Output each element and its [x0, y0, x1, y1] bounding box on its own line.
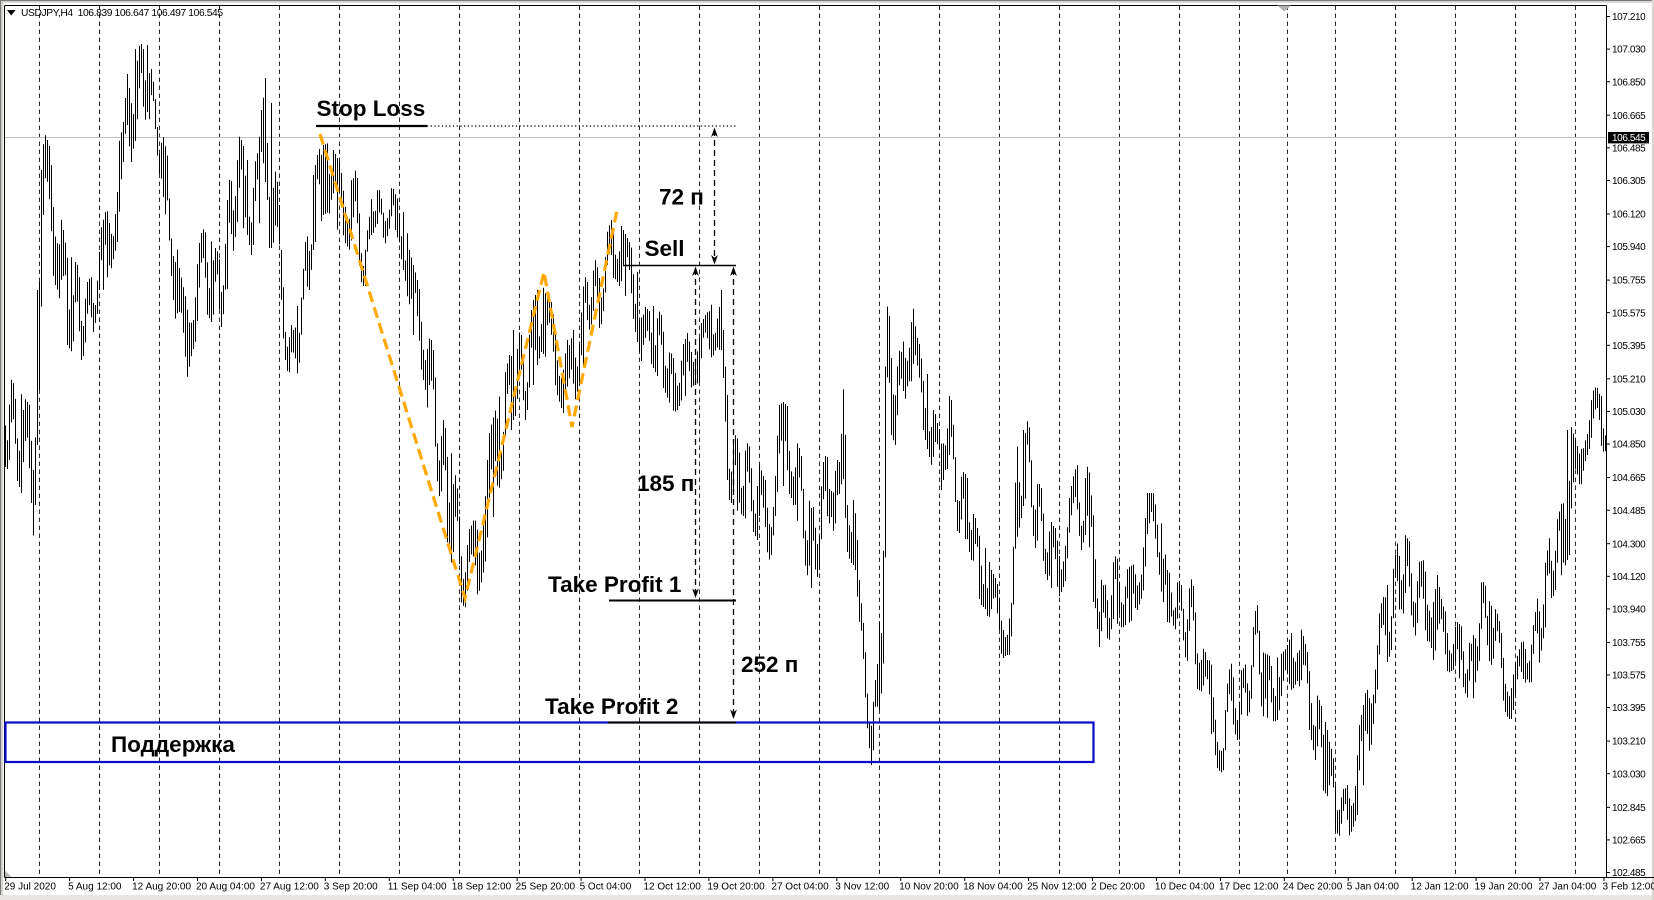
svg-text:105.575: 105.575 [1612, 308, 1646, 319]
svg-text:102.485: 102.485 [1612, 868, 1646, 879]
svg-text:Stop Loss: Stop Loss [317, 96, 426, 121]
svg-text:Take Profit 2: Take Profit 2 [545, 694, 678, 719]
svg-text:103.030: 103.030 [1612, 769, 1646, 780]
svg-text:12 Aug 20:00: 12 Aug 20:00 [132, 882, 191, 893]
svg-text:Поддержка: Поддержка [111, 732, 235, 757]
svg-text:103.210: 103.210 [1612, 737, 1646, 748]
svg-text:106.665: 106.665 [1612, 111, 1646, 122]
svg-text:103.575: 103.575 [1612, 671, 1646, 682]
svg-text:25 Sep 20:00: 25 Sep 20:00 [516, 882, 576, 893]
svg-text:19 Jan 20:00: 19 Jan 20:00 [1475, 882, 1533, 893]
svg-text:105.755: 105.755 [1612, 276, 1646, 287]
svg-text:105.395: 105.395 [1612, 341, 1646, 352]
svg-text:19 Oct 20:00: 19 Oct 20:00 [707, 882, 765, 893]
svg-text:5 Oct 04:00: 5 Oct 04:00 [580, 882, 632, 893]
svg-text:103.755: 103.755 [1612, 638, 1646, 649]
svg-text:104.665: 104.665 [1612, 473, 1646, 484]
svg-text:105.030: 105.030 [1612, 407, 1646, 418]
svg-text:20 Aug 04:00: 20 Aug 04:00 [196, 882, 255, 893]
svg-text:2 Dec 20:00: 2 Dec 20:00 [1091, 882, 1145, 893]
svg-text:106.305: 106.305 [1612, 176, 1646, 187]
svg-text:104.850: 104.850 [1612, 440, 1646, 451]
svg-text:107.210: 107.210 [1612, 12, 1646, 23]
svg-text:18 Sep 12:00: 18 Sep 12:00 [452, 882, 512, 893]
svg-text:Take Profit 1: Take Profit 1 [548, 572, 681, 597]
svg-text:5 Jan 04:00: 5 Jan 04:00 [1347, 882, 1400, 893]
svg-text:252 п: 252 п [741, 652, 798, 677]
svg-text:104.120: 104.120 [1612, 572, 1646, 583]
svg-text:102.845: 102.845 [1612, 803, 1646, 814]
svg-text:105.940: 105.940 [1612, 242, 1646, 253]
svg-text:103.395: 103.395 [1612, 703, 1646, 714]
svg-text:106.850: 106.850 [1612, 77, 1646, 88]
svg-text:103.940: 103.940 [1612, 605, 1646, 616]
svg-text:106.545: 106.545 [1612, 133, 1646, 144]
svg-text:Sell: Sell [645, 236, 685, 261]
svg-text:12 Oct 12:00: 12 Oct 12:00 [644, 882, 702, 893]
svg-text:27 Oct 04:00: 27 Oct 04:00 [771, 882, 829, 893]
svg-text:27 Aug 12:00: 27 Aug 12:00 [260, 882, 319, 893]
svg-text:72 п: 72 п [659, 185, 704, 210]
svg-text:106.120: 106.120 [1612, 210, 1646, 221]
svg-text:107.030: 107.030 [1612, 45, 1646, 56]
svg-text:3 Sep 20:00: 3 Sep 20:00 [324, 882, 378, 893]
svg-text:27 Jan 04:00: 27 Jan 04:00 [1539, 882, 1597, 893]
svg-text:3 Feb 12:00: 3 Feb 12:00 [1603, 882, 1654, 893]
svg-text:24 Dec 20:00: 24 Dec 20:00 [1283, 882, 1343, 893]
svg-text:10 Nov 20:00: 10 Nov 20:00 [899, 882, 959, 893]
svg-text:11 Sep 04:00: 11 Sep 04:00 [388, 882, 447, 893]
svg-text:29 Jul 2020: 29 Jul 2020 [4, 882, 56, 893]
svg-text:185 п: 185 п [637, 471, 694, 496]
svg-text:102.665: 102.665 [1612, 836, 1646, 847]
svg-text:25 Nov 12:00: 25 Nov 12:00 [1027, 882, 1087, 893]
svg-text:104.485: 104.485 [1612, 506, 1646, 517]
svg-text:106.485: 106.485 [1612, 143, 1646, 154]
svg-text:17 Dec 12:00: 17 Dec 12:00 [1219, 882, 1279, 893]
svg-text:104.300: 104.300 [1612, 539, 1646, 550]
svg-text:18 Nov 04:00: 18 Nov 04:00 [963, 882, 1023, 893]
svg-text:3 Nov 12:00: 3 Nov 12:00 [835, 882, 889, 893]
svg-text:12 Jan 12:00: 12 Jan 12:00 [1411, 882, 1469, 893]
svg-text:5 Aug 12:00: 5 Aug 12:00 [68, 882, 122, 893]
svg-text:10 Dec 04:00: 10 Dec 04:00 [1155, 882, 1215, 893]
svg-text:USDJPY,H4 106.839 106.647 106: USDJPY,H4 106.839 106.647 106.497 106.54… [21, 8, 223, 19]
svg-text:105.210: 105.210 [1612, 374, 1646, 385]
